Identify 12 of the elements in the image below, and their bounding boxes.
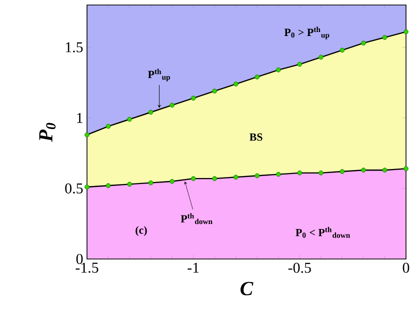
annotation: (c) [136, 226, 147, 236]
x-tick-label: -1.5 [76, 262, 98, 273]
x-tick-label: -1 [188, 262, 199, 273]
x-tick-label: -0.5 [288, 262, 311, 273]
x-tick-label: 0 [402, 262, 410, 273]
y-tick-label: 1.5 [66, 42, 83, 52]
y-tick-label: 0.5 [65, 183, 83, 194]
y-axis-title: P$_{0}$ [39, 122, 56, 142]
y-tick-label: 1 [77, 112, 82, 123]
y-tick-label: 0 [76, 254, 83, 264]
annotation: BS [250, 133, 262, 141]
x-axis-title: C [240, 282, 254, 296]
